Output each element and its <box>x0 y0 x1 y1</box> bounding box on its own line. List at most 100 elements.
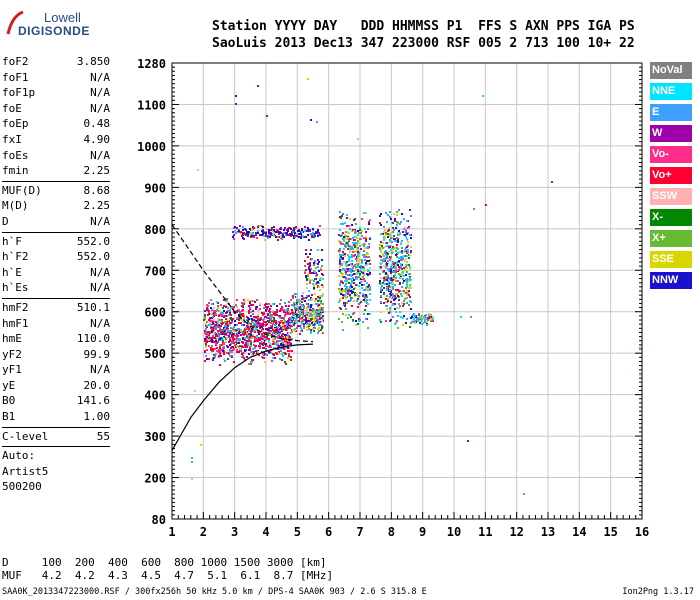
echo-point <box>312 233 314 235</box>
echo-point <box>304 315 306 317</box>
echo-point <box>346 265 348 267</box>
echo-point <box>257 319 259 321</box>
echo-point <box>240 334 242 336</box>
echo-point <box>346 217 348 219</box>
echo-point <box>357 264 359 266</box>
solid-profile-curve <box>171 343 314 451</box>
echo-point <box>397 264 399 266</box>
echo-point <box>361 235 363 237</box>
echo-point <box>350 290 352 292</box>
y-tick-label: 1280 <box>137 57 166 71</box>
echo-point <box>339 261 341 263</box>
echo-point <box>248 353 250 355</box>
echo-point <box>365 240 367 242</box>
echo-point <box>250 334 252 336</box>
echo-point <box>242 313 244 315</box>
echo-point <box>385 305 387 307</box>
echo-point <box>404 260 406 262</box>
echo-point <box>282 234 284 236</box>
echo-point <box>291 232 293 234</box>
echo-point <box>397 248 399 250</box>
echo-point <box>351 305 353 307</box>
echo-point <box>394 267 396 269</box>
echo-point <box>342 232 344 234</box>
echo-point <box>347 290 349 292</box>
echo-point <box>301 317 303 319</box>
echo-point <box>294 328 296 330</box>
echo-point <box>224 325 226 327</box>
echo-point <box>354 254 356 256</box>
echo-point <box>285 305 287 307</box>
echo-point <box>279 315 281 317</box>
echo-point <box>364 228 366 230</box>
echo-point <box>318 330 320 332</box>
echo-point <box>248 318 250 320</box>
echo-point <box>399 305 401 307</box>
echo-point <box>313 330 315 332</box>
param-separator <box>2 426 110 428</box>
echo-point <box>365 294 367 296</box>
echo-point <box>249 346 251 348</box>
echo-point <box>396 256 398 258</box>
echo-point <box>306 278 308 280</box>
echo-point <box>292 295 294 297</box>
echo-point <box>315 316 317 318</box>
echo-point <box>259 303 261 305</box>
param-value: N/A <box>90 148 110 162</box>
echo-point <box>386 245 388 247</box>
x-tick-label: 10 <box>447 525 461 539</box>
echo-point <box>398 290 400 292</box>
echo-point <box>233 342 235 344</box>
echo-point <box>407 292 409 294</box>
echo-point <box>353 270 355 272</box>
echo-point <box>312 309 314 311</box>
param-value: 141.6 <box>76 394 110 408</box>
echo-point <box>402 282 404 284</box>
echo-point <box>236 339 238 341</box>
echo-point <box>282 324 284 326</box>
echo-point <box>358 242 360 244</box>
echo-point <box>286 232 288 234</box>
echo-point <box>211 345 213 347</box>
echo-point <box>389 307 391 309</box>
echo-point <box>310 329 312 331</box>
echo-point <box>357 272 359 274</box>
echo-point <box>277 326 279 328</box>
echo-point <box>380 321 382 323</box>
echo-point <box>257 351 259 353</box>
echo-point <box>269 236 271 238</box>
echo-point <box>230 318 232 320</box>
echo-point <box>257 322 259 324</box>
echo-point <box>351 224 353 226</box>
echo-point <box>224 321 226 323</box>
echo-point <box>398 260 400 262</box>
echo-point <box>227 358 229 360</box>
echo-point <box>313 287 315 289</box>
echo-point <box>348 278 350 280</box>
echo-point <box>219 319 221 321</box>
echo-point <box>253 344 255 346</box>
echo-point <box>255 350 257 352</box>
echo-point <box>268 303 270 305</box>
echo-point <box>248 340 250 342</box>
echo-point <box>266 336 268 338</box>
param-separator <box>2 180 110 182</box>
echo-point <box>339 211 341 213</box>
y-tick-label: 500 <box>144 347 166 361</box>
legend-item: NoVal <box>650 62 692 79</box>
echo-point <box>209 317 211 319</box>
echo-point <box>257 85 259 87</box>
param-value: 552.0 <box>76 234 110 248</box>
echo-point <box>218 355 220 357</box>
echo-point <box>365 254 367 256</box>
echo-point <box>368 243 370 245</box>
echo-point <box>241 353 243 355</box>
echo-point <box>277 337 279 339</box>
echo-point <box>263 318 265 320</box>
echo-point <box>229 349 231 351</box>
echo-point <box>204 330 206 332</box>
echo-point <box>380 311 382 313</box>
echo-point <box>269 334 271 336</box>
echo-point <box>270 325 272 327</box>
echo-point <box>354 218 356 220</box>
